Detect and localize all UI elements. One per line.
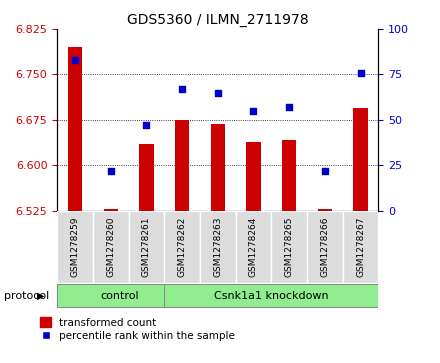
- Title: GDS5360 / ILMN_2711978: GDS5360 / ILMN_2711978: [127, 13, 308, 26]
- Text: protocol: protocol: [4, 291, 50, 301]
- Point: [179, 86, 186, 92]
- Bar: [93, 211, 128, 283]
- Text: GSM1278259: GSM1278259: [70, 217, 80, 277]
- Point: [250, 108, 257, 114]
- Text: GSM1278264: GSM1278264: [249, 217, 258, 277]
- Text: GSM1278260: GSM1278260: [106, 217, 115, 277]
- Point: [286, 104, 293, 110]
- Text: GSM1278263: GSM1278263: [213, 217, 222, 277]
- Bar: [353, 108, 368, 211]
- Text: ▶: ▶: [37, 291, 45, 301]
- Bar: [211, 124, 225, 211]
- Bar: [307, 211, 343, 283]
- Bar: [282, 140, 296, 211]
- Bar: [68, 47, 82, 211]
- Point: [72, 57, 79, 63]
- Text: GSM1278267: GSM1278267: [356, 217, 365, 277]
- Bar: [164, 211, 200, 283]
- Bar: [128, 211, 164, 283]
- Point: [321, 168, 328, 174]
- Text: control: control: [100, 291, 139, 301]
- Bar: [139, 144, 154, 211]
- Bar: [271, 211, 307, 283]
- Point: [143, 122, 150, 128]
- Text: GSM1278265: GSM1278265: [285, 217, 293, 277]
- Point: [107, 168, 114, 174]
- Text: Csnk1a1 knockdown: Csnk1a1 knockdown: [214, 291, 329, 301]
- Bar: [236, 211, 271, 283]
- Text: GSM1278262: GSM1278262: [178, 217, 187, 277]
- Bar: [57, 285, 164, 307]
- Bar: [103, 209, 118, 211]
- Bar: [164, 285, 378, 307]
- Bar: [318, 209, 332, 211]
- Text: GSM1278266: GSM1278266: [320, 217, 330, 277]
- Text: GSM1278261: GSM1278261: [142, 217, 151, 277]
- Bar: [343, 211, 378, 283]
- Bar: [57, 211, 93, 283]
- Point: [357, 70, 364, 76]
- Bar: [175, 120, 189, 211]
- Bar: [246, 142, 260, 211]
- Point: [214, 90, 221, 95]
- Bar: [200, 211, 236, 283]
- Legend: transformed count, percentile rank within the sample: transformed count, percentile rank withi…: [40, 317, 235, 341]
